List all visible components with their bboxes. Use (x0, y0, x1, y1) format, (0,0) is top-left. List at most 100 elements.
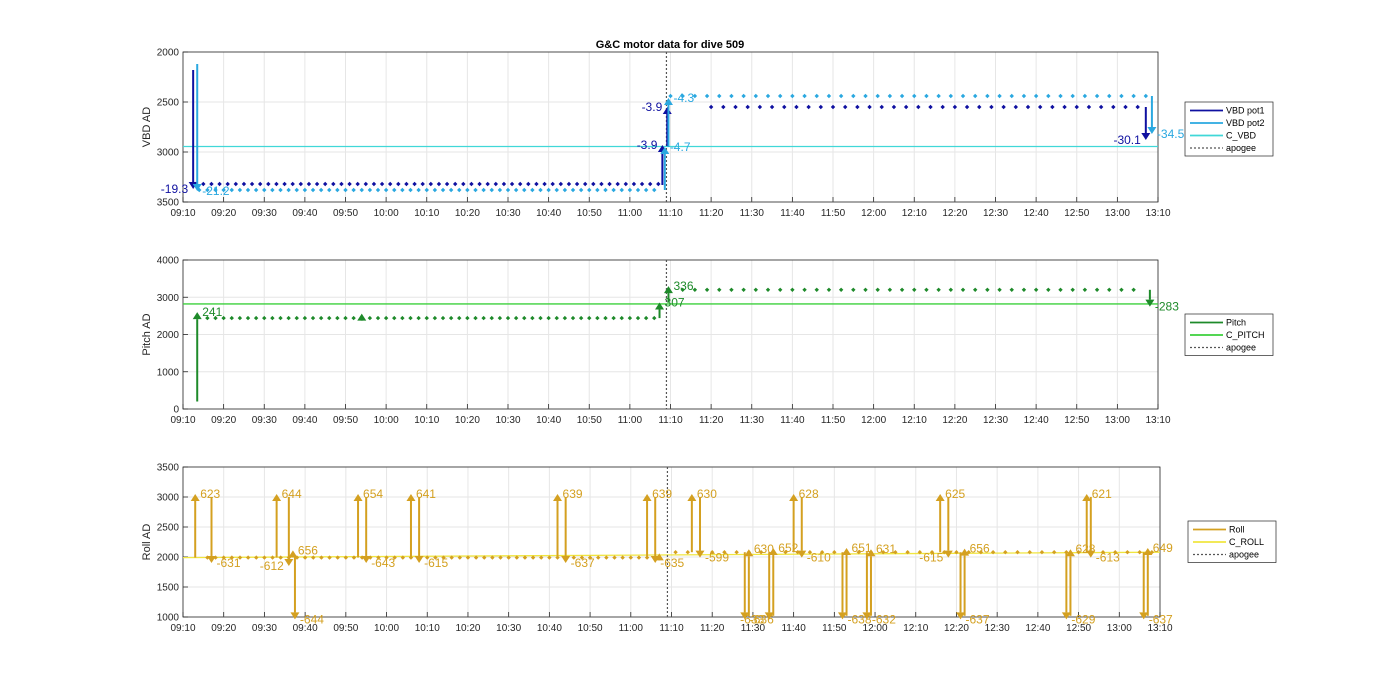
x-tick-label: 09:50 (333, 623, 358, 634)
data-point-roll (237, 555, 243, 560)
data-point-roll (254, 555, 259, 560)
x-tick-label: 12:40 (1024, 415, 1049, 426)
data-point-pitch (310, 315, 316, 321)
move-arrow-label: -3.9 (642, 100, 663, 114)
data-point-vbd-pot2 (668, 93, 673, 99)
move-arrow-head (1143, 548, 1153, 555)
data-point-vbd-pot1 (396, 181, 401, 187)
data-point-vbd-pot2 (538, 187, 543, 193)
data-point-vbd-pot2 (213, 187, 218, 193)
data-point-pitch (245, 315, 251, 321)
data-point-vbd-pot2 (741, 93, 746, 99)
data-point-pitch (335, 315, 340, 321)
data-point-vbd-pot2 (310, 187, 316, 193)
move-arrow-head (744, 549, 754, 557)
x-tick-label: 10:20 (455, 415, 480, 426)
data-point-vbd-pot1 (371, 181, 377, 187)
data-point-vbd-pot2 (802, 93, 807, 99)
data-point-roll (327, 555, 332, 560)
data-point-vbd-pot1 (274, 181, 279, 187)
data-point-roll (457, 555, 463, 560)
data-point-roll (539, 555, 544, 560)
data-point-roll (1125, 550, 1130, 555)
data-point-roll (905, 550, 910, 555)
data-point-vbd-pot1 (615, 181, 620, 187)
data-point-roll (673, 550, 678, 555)
data-point-vbd-pot2 (1143, 93, 1149, 99)
data-point-vbd-pot2 (1094, 93, 1100, 99)
data-point-vbd-pot1 (355, 181, 360, 187)
data-point-pitch (473, 315, 478, 321)
data-point-vbd-pot2 (717, 93, 722, 99)
move-arrow-label: 625 (945, 487, 965, 501)
data-point-vbd-pot1 (542, 181, 547, 187)
data-point-vbd-pot1 (867, 104, 872, 110)
data-point-vbd-pot1 (1074, 104, 1079, 110)
x-tick-label: 12:50 (1064, 415, 1089, 426)
data-point-roll (425, 555, 430, 560)
data-point-vbd-pot2 (948, 93, 954, 99)
data-point-pitch (294, 315, 299, 321)
data-point-pitch (562, 315, 568, 321)
move-arrow-label: 639 (652, 487, 672, 501)
y-tick-label: 3000 (157, 293, 180, 304)
data-point-vbd-pot1 (842, 104, 848, 110)
data-point-vbd-pot1 (306, 181, 312, 187)
data-point-roll (612, 555, 617, 560)
data-point-vbd-pot1 (534, 181, 539, 187)
x-tick-label: 10:20 (455, 623, 480, 634)
data-point-vbd-pot2 (327, 187, 332, 193)
data-point-vbd-pot1 (420, 181, 425, 187)
move-arrow-label: -612 (260, 559, 284, 573)
data-point-vbd-pot1 (855, 104, 860, 110)
move-arrow-label: -631 (216, 556, 240, 570)
data-point-pitch (1119, 287, 1124, 292)
data-point-vbd-pot1 (989, 104, 994, 110)
x-tick-label: 10:50 (577, 415, 602, 426)
data-point-pitch (790, 287, 795, 292)
move-arrow-head (1082, 494, 1092, 501)
x-tick-label: 09:30 (252, 623, 277, 634)
data-point-vbd-pot2 (400, 187, 405, 193)
data-point-vbd-pot2 (826, 93, 832, 99)
x-tick-label: 12:10 (902, 208, 927, 219)
data-point-pitch (595, 315, 600, 321)
data-point-vbd-pot2 (448, 187, 454, 193)
x-tick-label: 11:00 (619, 623, 644, 634)
data-point-vbd-pot1 (964, 104, 970, 110)
data-point-roll (343, 555, 349, 560)
move-arrow-label: 628 (799, 487, 819, 501)
move-arrow-head (935, 494, 945, 501)
data-point-vbd-pot1 (952, 104, 958, 110)
data-point-vbd-pot1 (891, 104, 897, 110)
data-point-roll (636, 555, 642, 560)
data-point-vbd-pot1 (331, 181, 336, 187)
move-arrow-label: -19.3 (161, 182, 189, 196)
x-tick-label: 09:30 (252, 208, 277, 219)
data-point-vbd-pot2 (489, 187, 494, 193)
data-point-vbd-pot2 (197, 187, 202, 193)
legend-entry: apogee (1226, 143, 1256, 153)
move-arrow-label: 652 (778, 541, 798, 555)
data-point-pitch (554, 315, 559, 321)
x-tick-label: 13:00 (1105, 415, 1130, 426)
x-tick-label: 12:50 (1066, 623, 1091, 634)
move-arrow-label: 631 (876, 542, 896, 556)
data-point-vbd-pot2 (229, 187, 234, 193)
x-tick-label: 12:00 (861, 208, 886, 219)
x-tick-label: 13:10 (1147, 623, 1172, 634)
y-tick-label: 2000 (157, 330, 180, 341)
move-arrow-head (1065, 549, 1075, 557)
move-arrow-label: 641 (416, 487, 436, 501)
data-point-pitch (652, 315, 657, 321)
data-point-vbd-pot2 (704, 93, 710, 99)
move-arrow-head (192, 312, 202, 320)
data-point-vbd-pot2 (1046, 93, 1051, 99)
move-arrow-head (655, 302, 665, 310)
data-point-vbd-pot1 (1086, 104, 1092, 110)
legend-entry: Roll (1229, 525, 1245, 535)
x-tick-label: 10:40 (537, 623, 562, 634)
data-point-vbd-pot2 (635, 187, 641, 193)
data-point-roll (587, 555, 593, 560)
y-tick-label: 3000 (157, 148, 180, 159)
